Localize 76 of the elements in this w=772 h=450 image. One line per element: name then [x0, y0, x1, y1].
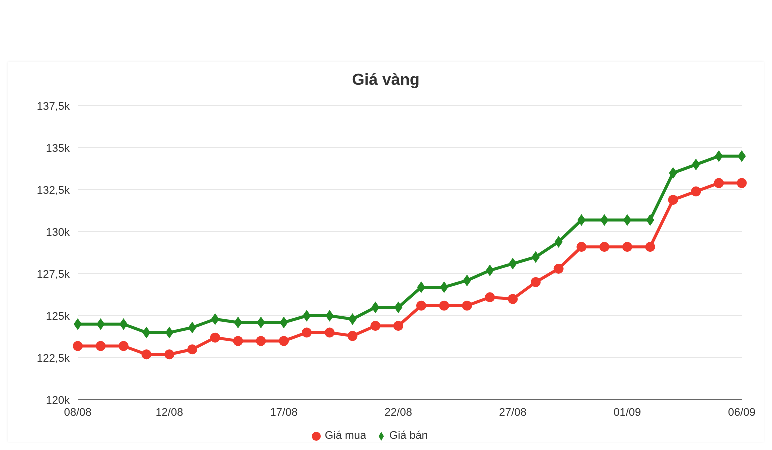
- y-tick-label: 122,5k: [36, 352, 70, 365]
- y-tick-label: 127,5k: [36, 268, 70, 281]
- point: [279, 336, 290, 346]
- point: [348, 314, 357, 325]
- point: [509, 258, 518, 270]
- point: [417, 282, 426, 293]
- point: [530, 277, 541, 288]
- point: [120, 318, 128, 330]
- point: [302, 328, 312, 338]
- y-tick-label: 125k: [46, 310, 70, 323]
- point: [715, 150, 724, 162]
- point: [554, 264, 564, 274]
- x-tick-label: 06/09: [728, 406, 756, 419]
- point: [234, 317, 242, 328]
- point: [348, 331, 358, 342]
- point: [714, 178, 724, 188]
- x-tick-label: 08/08: [64, 406, 92, 419]
- point: [578, 214, 586, 226]
- point: [256, 336, 266, 346]
- point: [210, 332, 220, 343]
- y-tick-label: 130k: [46, 226, 70, 239]
- point: [188, 322, 196, 334]
- point: [485, 292, 496, 303]
- point: [187, 344, 198, 355]
- point: [439, 300, 450, 311]
- point: [416, 300, 426, 311]
- point: [280, 317, 288, 328]
- point: [118, 341, 129, 352]
- point: [532, 252, 540, 263]
- point: [462, 300, 472, 311]
- point: [326, 310, 334, 322]
- point: [463, 275, 472, 286]
- legend-label: Giá mua: [324, 430, 367, 442]
- point: [233, 336, 244, 346]
- point: [554, 236, 563, 248]
- x-tick-label: 27/08: [499, 406, 527, 419]
- point: [324, 328, 335, 338]
- point: [646, 214, 654, 226]
- x-tick-label: 17/08: [270, 406, 298, 419]
- y-tick-label: 120k: [46, 394, 70, 407]
- point: [576, 242, 587, 252]
- chart-title: Giá vàng: [351, 71, 421, 91]
- point: [370, 321, 381, 332]
- y-tick-label: 135k: [46, 142, 70, 155]
- point: [257, 317, 266, 328]
- point: [96, 318, 105, 330]
- point: [669, 168, 678, 179]
- point: [394, 321, 404, 332]
- point: [164, 350, 175, 360]
- point: [142, 350, 152, 360]
- point: [624, 214, 632, 226]
- point: [166, 327, 174, 338]
- legend-label: Giá bán: [390, 430, 428, 442]
- point: [96, 341, 106, 352]
- point: [486, 265, 494, 276]
- y-tick-label: 137,5k: [36, 100, 70, 113]
- point: [737, 178, 747, 188]
- point: [302, 310, 311, 322]
- point: [372, 302, 380, 314]
- point: [668, 195, 678, 206]
- y-tick-label: 132,5k: [36, 184, 70, 197]
- point: [508, 294, 518, 304]
- point: [211, 314, 220, 325]
- point: [600, 242, 610, 252]
- point: [142, 327, 151, 338]
- point: [692, 159, 700, 170]
- point: [600, 214, 609, 226]
- point: [73, 341, 83, 352]
- x-tick-label: 22/08: [384, 406, 412, 419]
- point: [645, 242, 656, 252]
- x-tick-label: 12/08: [156, 406, 184, 419]
- x-tick-label: 01/09: [614, 406, 642, 419]
- point: [622, 242, 633, 252]
- point: [394, 302, 403, 314]
- point: [691, 186, 702, 197]
- point: [440, 282, 448, 293]
